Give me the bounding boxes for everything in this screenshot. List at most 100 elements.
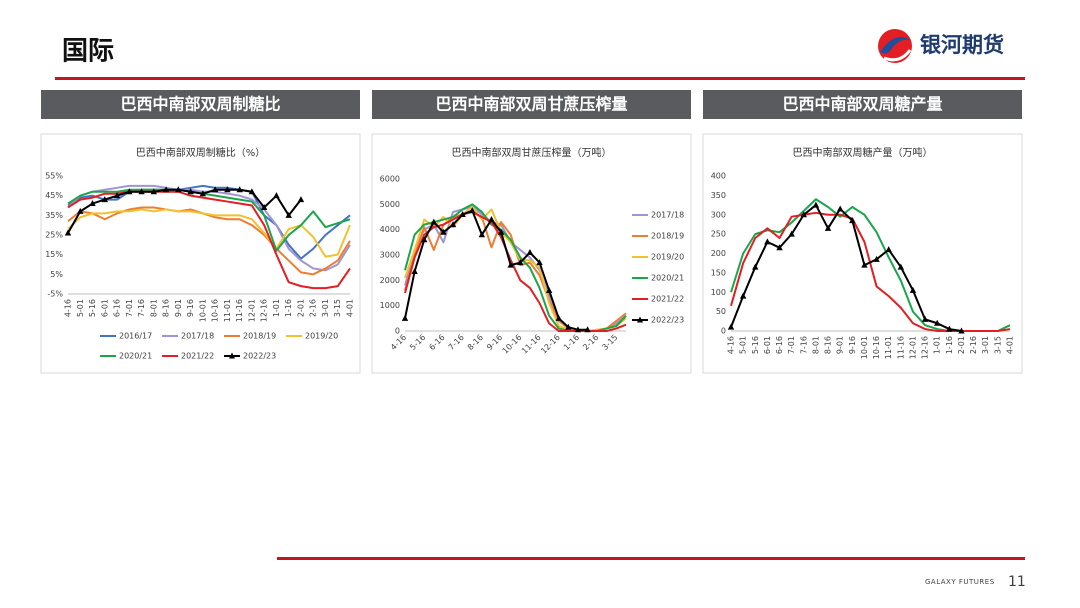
legend-label: 2020/21 <box>651 274 684 283</box>
panel-heading-bar <box>372 90 691 119</box>
point-marker <box>401 314 409 321</box>
x-tick-label: 4-01 <box>346 299 355 317</box>
series-line <box>67 188 302 234</box>
legend-label: 2019/20 <box>651 253 684 262</box>
x-tick-label: 9-16 <box>186 299 195 317</box>
point-marker <box>764 238 771 245</box>
x-tick-label: 2-01 <box>957 336 966 354</box>
x-tick-label: 6-16 <box>113 299 122 317</box>
point-marker <box>421 236 428 243</box>
x-tick-label: 1-16 <box>284 299 293 317</box>
point-marker <box>584 326 591 333</box>
footer-rule <box>277 557 1025 560</box>
point-marker <box>849 217 856 224</box>
x-tick-label: 3-01 <box>321 299 330 317</box>
x-tick-label: 10-01 <box>198 299 207 322</box>
point-marker <box>488 216 495 223</box>
x-tick-label: 9-01 <box>174 299 183 317</box>
legend-label: 2021/22 <box>181 352 214 361</box>
point-marker <box>788 230 795 237</box>
y-tick-label: -5% <box>47 290 63 299</box>
point-marker <box>260 203 268 210</box>
point-marker <box>175 186 182 193</box>
x-tick-label: 1-01 <box>272 299 281 317</box>
point-marker <box>507 261 514 268</box>
point-marker <box>897 263 905 270</box>
point-marker <box>873 255 880 262</box>
point-marker <box>77 207 84 214</box>
y-tick-label: 300 <box>711 210 726 219</box>
x-tick-label: 6-16 <box>775 336 784 354</box>
point-marker <box>776 244 783 251</box>
x-tick-label: 1-01 <box>933 336 942 354</box>
point-marker <box>565 323 572 330</box>
x-tick-label: 11-01 <box>223 299 232 322</box>
point-marker <box>727 323 735 330</box>
point-marker <box>126 188 133 195</box>
point-marker <box>574 326 582 333</box>
x-tick-label: 8-01 <box>149 299 158 317</box>
point-marker <box>101 196 108 203</box>
point-marker <box>211 186 219 193</box>
point-marker <box>497 228 505 235</box>
series-line <box>67 190 351 290</box>
series-line <box>67 188 351 252</box>
x-tick-label: 11-16 <box>896 336 905 359</box>
x-tick-label: 5-01 <box>76 299 85 317</box>
point-marker <box>958 327 965 334</box>
y-tick-label: 0 <box>721 327 726 336</box>
point-marker <box>812 201 820 208</box>
point-marker <box>824 224 832 231</box>
point-marker <box>89 200 96 207</box>
x-tick-label: 5-16 <box>751 336 760 354</box>
x-tick-label: 4-16 <box>727 336 736 354</box>
point-marker <box>224 186 231 193</box>
point-marker <box>273 192 280 199</box>
x-tick-label: 3-15 <box>993 336 1002 354</box>
x-tick-label: 7-01 <box>125 299 134 317</box>
point-marker <box>921 315 929 322</box>
point-marker <box>449 221 457 228</box>
chart-frame <box>702 133 1023 374</box>
x-tick-label: 11-01 <box>884 336 893 359</box>
legend-label: 2018/19 <box>243 332 276 341</box>
y-tick-label: 45% <box>45 191 63 200</box>
legend-label: 2019/20 <box>305 332 338 341</box>
x-tick-label: 10-01 <box>860 336 869 359</box>
point-marker <box>752 263 759 270</box>
legend-label: 2017/18 <box>651 211 684 220</box>
point-marker <box>885 246 892 253</box>
legend-label: 2018/19 <box>651 232 684 241</box>
series-line <box>730 211 1011 332</box>
x-tick-label: 11-16 <box>235 299 244 322</box>
point-marker <box>545 286 553 293</box>
point-marker <box>162 186 170 193</box>
x-tick-label: 5-16 <box>88 299 97 317</box>
x-tick-label: 3-01 <box>981 336 990 354</box>
x-tick-label: 2-01 <box>296 299 305 317</box>
y-tick-label: 15% <box>45 250 63 259</box>
y-tick-label: 2000 <box>380 276 400 285</box>
legend-label: 2016/17 <box>119 332 152 341</box>
header-rule <box>55 77 1025 80</box>
logo-text: 银河期货 <box>920 33 1004 57</box>
legend-label: 2017/18 <box>181 332 214 341</box>
series-line <box>67 184 351 260</box>
legend-label: 2020/21 <box>119 352 152 361</box>
y-tick-label: 6000 <box>380 175 400 184</box>
legend-marker <box>637 316 643 323</box>
y-tick-label: 350 <box>711 191 726 200</box>
point-marker <box>199 190 207 197</box>
point-marker <box>861 261 868 268</box>
y-tick-label: 35% <box>45 211 63 220</box>
x-tick-label: 6-01 <box>763 336 772 354</box>
point-marker <box>138 188 145 195</box>
y-tick-label: 0 <box>395 327 400 336</box>
x-tick-label: 10-16 <box>211 299 220 322</box>
x-tick-label: 4-16 <box>64 299 73 317</box>
point-marker <box>739 292 747 299</box>
point-marker <box>440 228 447 235</box>
y-tick-label: 150 <box>711 268 726 277</box>
panel-heading-bar <box>41 90 360 119</box>
point-marker <box>459 210 466 217</box>
